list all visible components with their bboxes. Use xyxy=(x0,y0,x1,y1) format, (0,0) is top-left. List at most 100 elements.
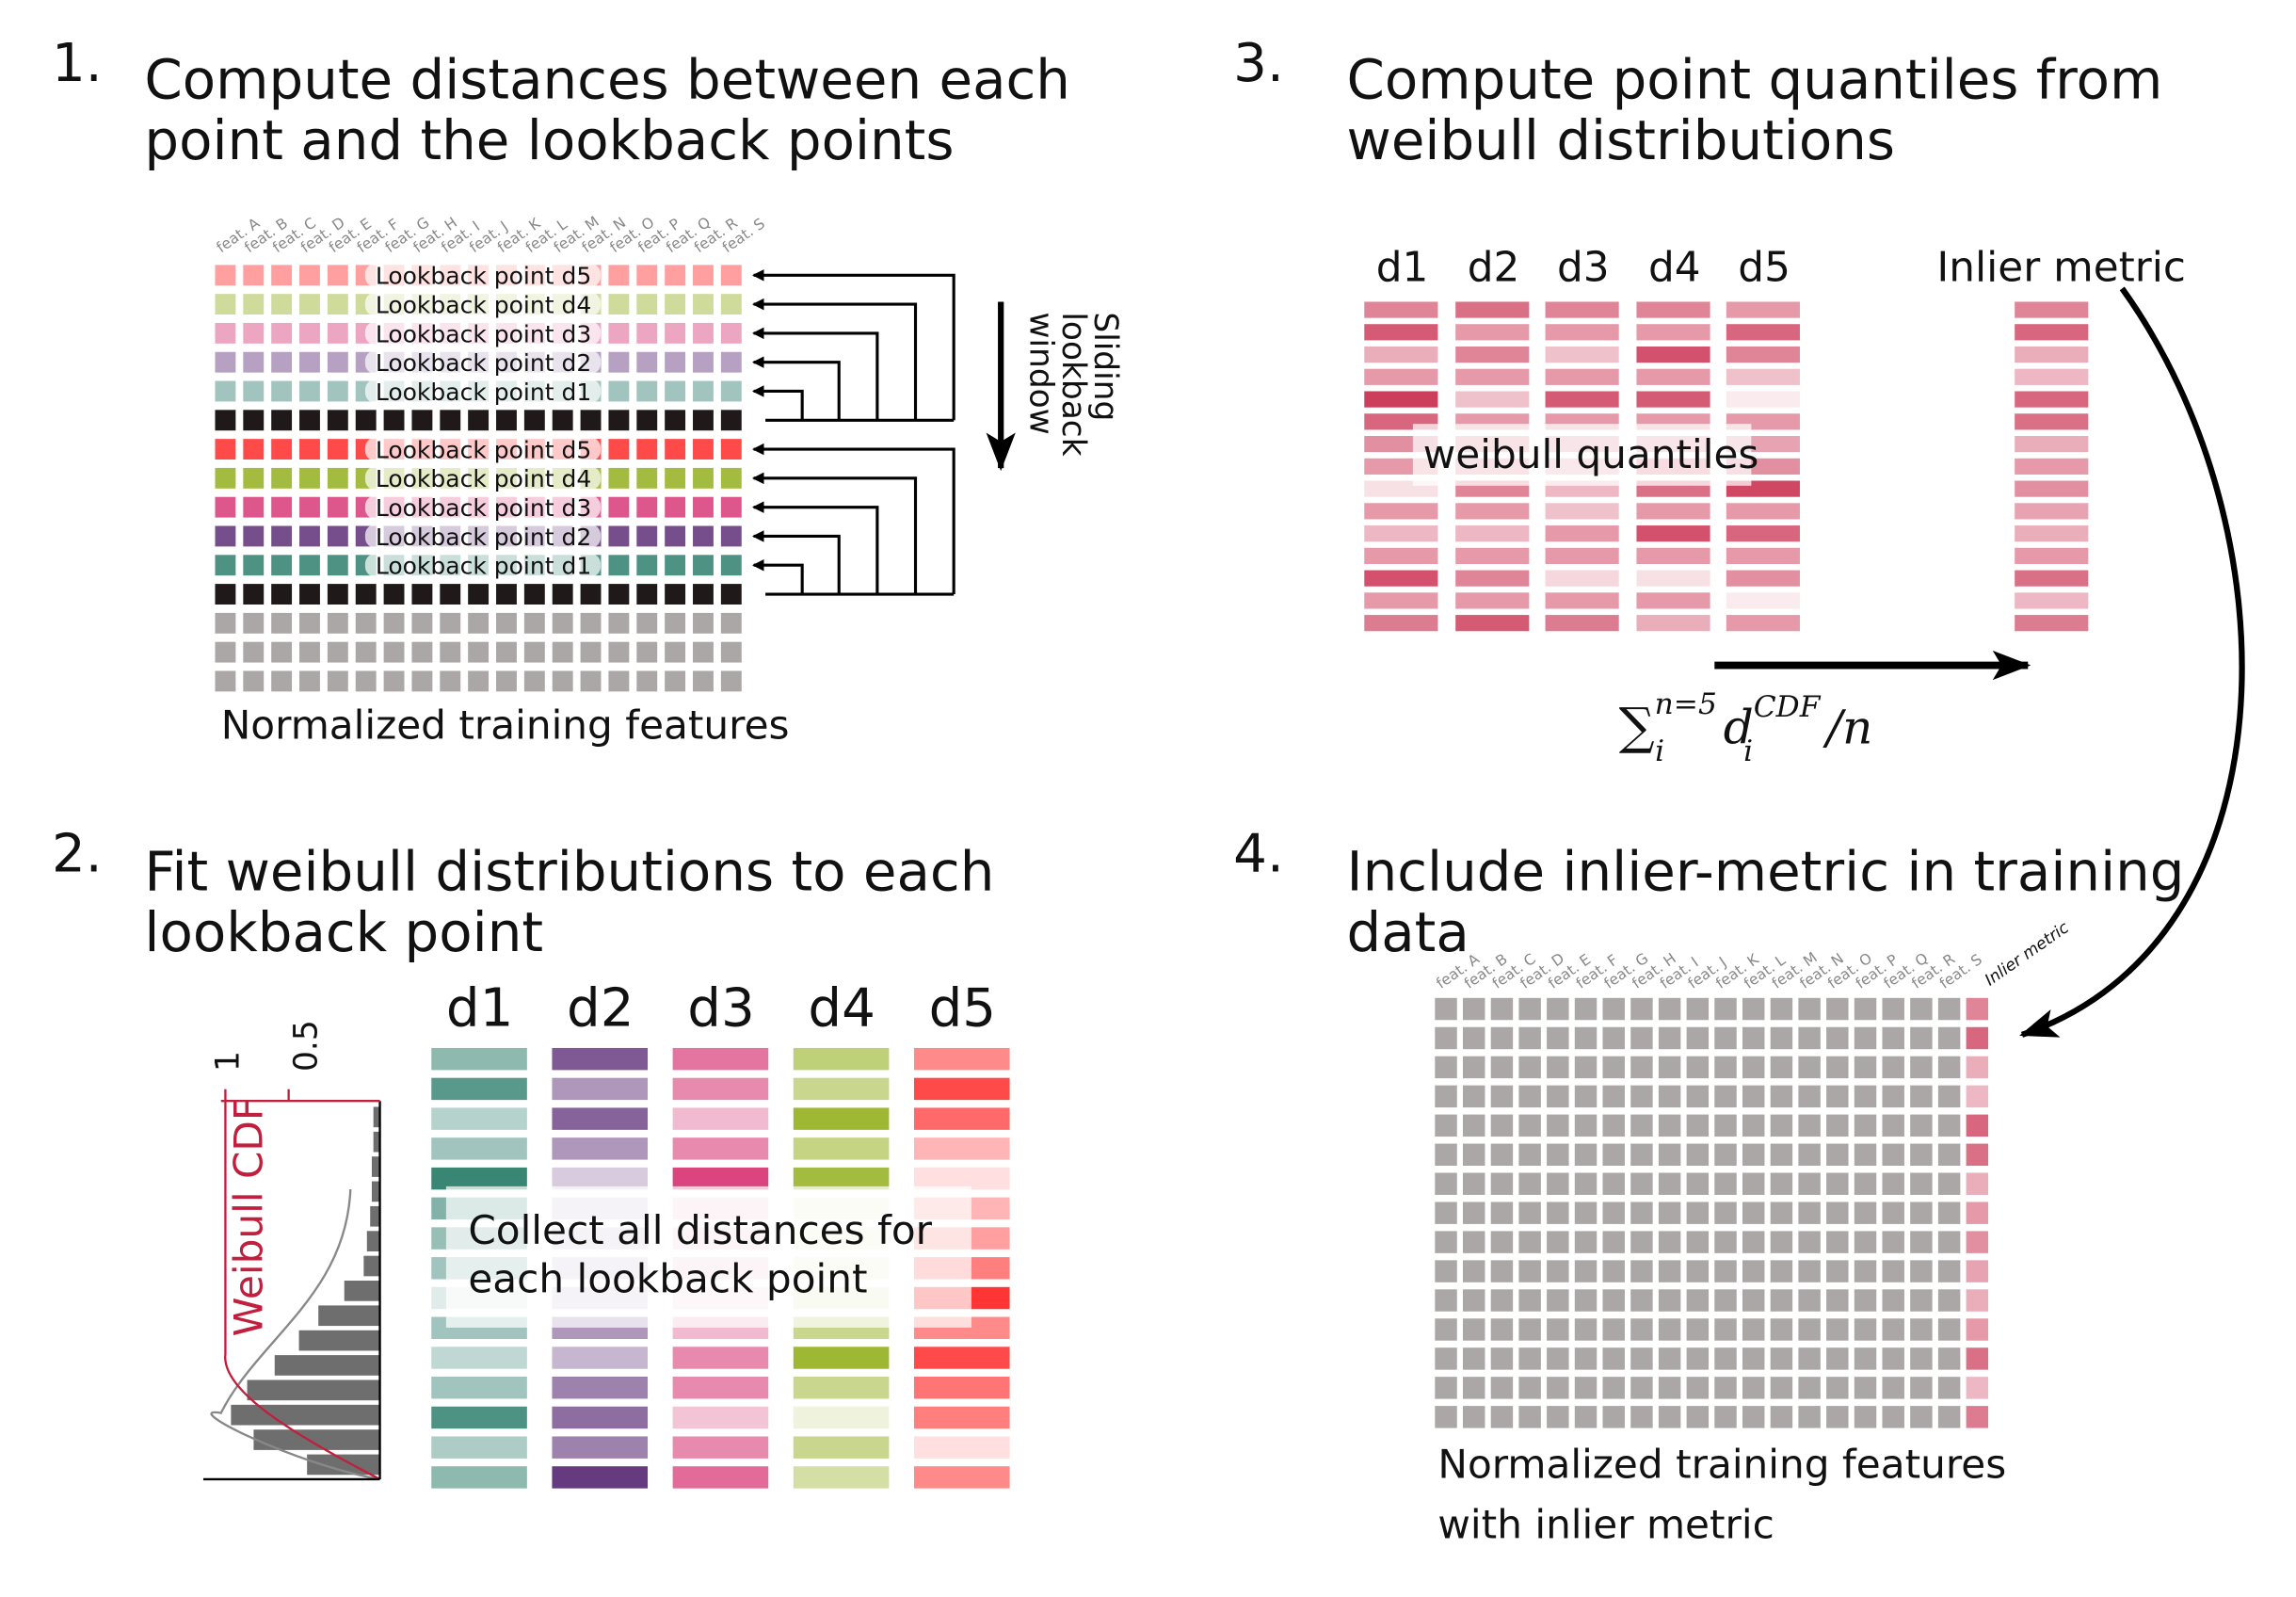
quantile-cell xyxy=(1726,503,1800,520)
sum-symbol: ∑ xyxy=(1619,697,1655,755)
grid-caption: Normalized training features xyxy=(221,702,790,749)
feature-cell xyxy=(1602,1406,1625,1428)
inlier-metric-column-label: Inlier metric xyxy=(1982,918,2073,990)
feature-cell xyxy=(1937,1056,1961,1079)
feature-cell xyxy=(1518,1289,1541,1312)
feature-cell xyxy=(1602,997,1625,1021)
feature-cell xyxy=(271,294,293,315)
quantile-cell xyxy=(1636,391,1710,408)
feature-cell xyxy=(215,294,236,315)
quantile-cell xyxy=(1726,525,1800,542)
feature-cell xyxy=(1910,1114,1933,1137)
feature-cell xyxy=(1463,1231,1485,1253)
feature-cell xyxy=(1882,1347,1904,1370)
feature-cell xyxy=(720,410,742,431)
feature-cell xyxy=(1910,1056,1933,1079)
feature-cell xyxy=(1798,1318,1821,1341)
feature-cell xyxy=(468,670,490,692)
histogram-bar xyxy=(231,1404,380,1426)
quantile-cell xyxy=(1545,615,1619,632)
feature-cell xyxy=(1547,1347,1569,1370)
inlier-metric-cell xyxy=(2015,615,2089,632)
inlier-metric-cell xyxy=(2015,436,2089,453)
feature-cell xyxy=(1826,1114,1849,1137)
quantile-cell xyxy=(1726,301,1800,318)
quantile-cell xyxy=(1545,368,1619,385)
feature-cell xyxy=(1937,1026,1961,1050)
quantile-cell xyxy=(1636,615,1710,632)
feature-cell xyxy=(636,496,658,518)
feature-cell xyxy=(1574,1231,1598,1253)
feature-cell xyxy=(1798,1406,1821,1428)
feature-cell xyxy=(1714,1231,1737,1253)
feature-cell xyxy=(1686,1347,1710,1370)
aggregation-formula: ∑n=5 i dCDF i/n xyxy=(1619,687,1873,768)
feature-cell xyxy=(1686,1377,1710,1399)
column-header: d2 xyxy=(1468,244,1520,292)
feature-cell xyxy=(1826,1406,1849,1428)
feature-cell xyxy=(1435,1260,1457,1282)
feature-cell xyxy=(355,670,377,692)
column-header: d3 xyxy=(687,978,755,1040)
feature-cell xyxy=(440,410,461,431)
distance-cell xyxy=(672,1376,769,1399)
feature-cell xyxy=(1826,1231,1849,1253)
feature-cell xyxy=(468,612,490,634)
feature-cell xyxy=(299,439,320,460)
feature-cell xyxy=(665,525,686,547)
feature-cell xyxy=(665,322,686,344)
quantile-cell xyxy=(1636,592,1710,609)
feature-cell xyxy=(215,525,236,547)
feature-cell xyxy=(1658,1085,1681,1108)
lookback-point-label: Lookback point d2 xyxy=(376,349,591,377)
feature-cell xyxy=(327,322,348,344)
feature-cell xyxy=(1742,1026,1765,1050)
quantile-cell xyxy=(1455,525,1530,542)
quantile-cell xyxy=(1364,592,1438,609)
feature-cell xyxy=(1630,1318,1653,1341)
feature-cell xyxy=(1826,997,1849,1021)
feature-cell xyxy=(1574,1172,1598,1195)
feature-cell xyxy=(327,351,348,373)
d-symbol: d xyxy=(1724,700,1754,754)
feature-cell xyxy=(1630,1406,1653,1428)
feature-cell xyxy=(1435,997,1457,1021)
feature-cell xyxy=(1518,1260,1541,1282)
inlier-metric-cell xyxy=(2015,570,2089,587)
feature-cell xyxy=(720,525,742,547)
feature-cell xyxy=(1854,1056,1877,1079)
quantile-cell xyxy=(1726,324,1800,341)
feature-cell xyxy=(1630,1202,1653,1224)
inlier-metric-cell xyxy=(1966,1202,1989,1224)
feature-cell xyxy=(1854,1406,1877,1428)
distance-cell xyxy=(672,1406,769,1429)
distance-cell xyxy=(431,1406,527,1429)
feature-cell xyxy=(1770,1377,1793,1399)
distance-cell xyxy=(672,1466,769,1489)
feature-cell xyxy=(299,670,320,692)
feature-cell xyxy=(1910,1231,1933,1253)
lookback-label-bg xyxy=(364,466,602,491)
lookback-label-bg xyxy=(364,350,602,375)
quantile-cell xyxy=(1455,615,1530,632)
feature-cell xyxy=(1490,1406,1514,1428)
feature-cell xyxy=(1770,1289,1793,1312)
feature-cell xyxy=(1490,1231,1514,1253)
quantile-cell xyxy=(1364,368,1438,385)
feature-cell xyxy=(271,525,293,547)
weibull-histogram: 1 0.5 Weibull CDF xyxy=(202,1020,381,1481)
quantile-cell xyxy=(1636,346,1710,363)
lookback-arrow xyxy=(752,327,879,421)
feature-cell xyxy=(1518,1172,1541,1195)
distance-cell xyxy=(552,1137,649,1160)
feature-cell xyxy=(693,612,714,634)
feature-cell xyxy=(271,670,293,692)
quantile-cell xyxy=(1455,368,1530,385)
feature-cell xyxy=(1435,1377,1457,1399)
feature-cell xyxy=(720,265,742,286)
feature-cell xyxy=(1798,1289,1821,1312)
feature-cell xyxy=(636,380,658,402)
feature-cell xyxy=(1854,1347,1877,1370)
feature-cell xyxy=(496,584,517,605)
step-number: 4. xyxy=(1233,823,1284,884)
